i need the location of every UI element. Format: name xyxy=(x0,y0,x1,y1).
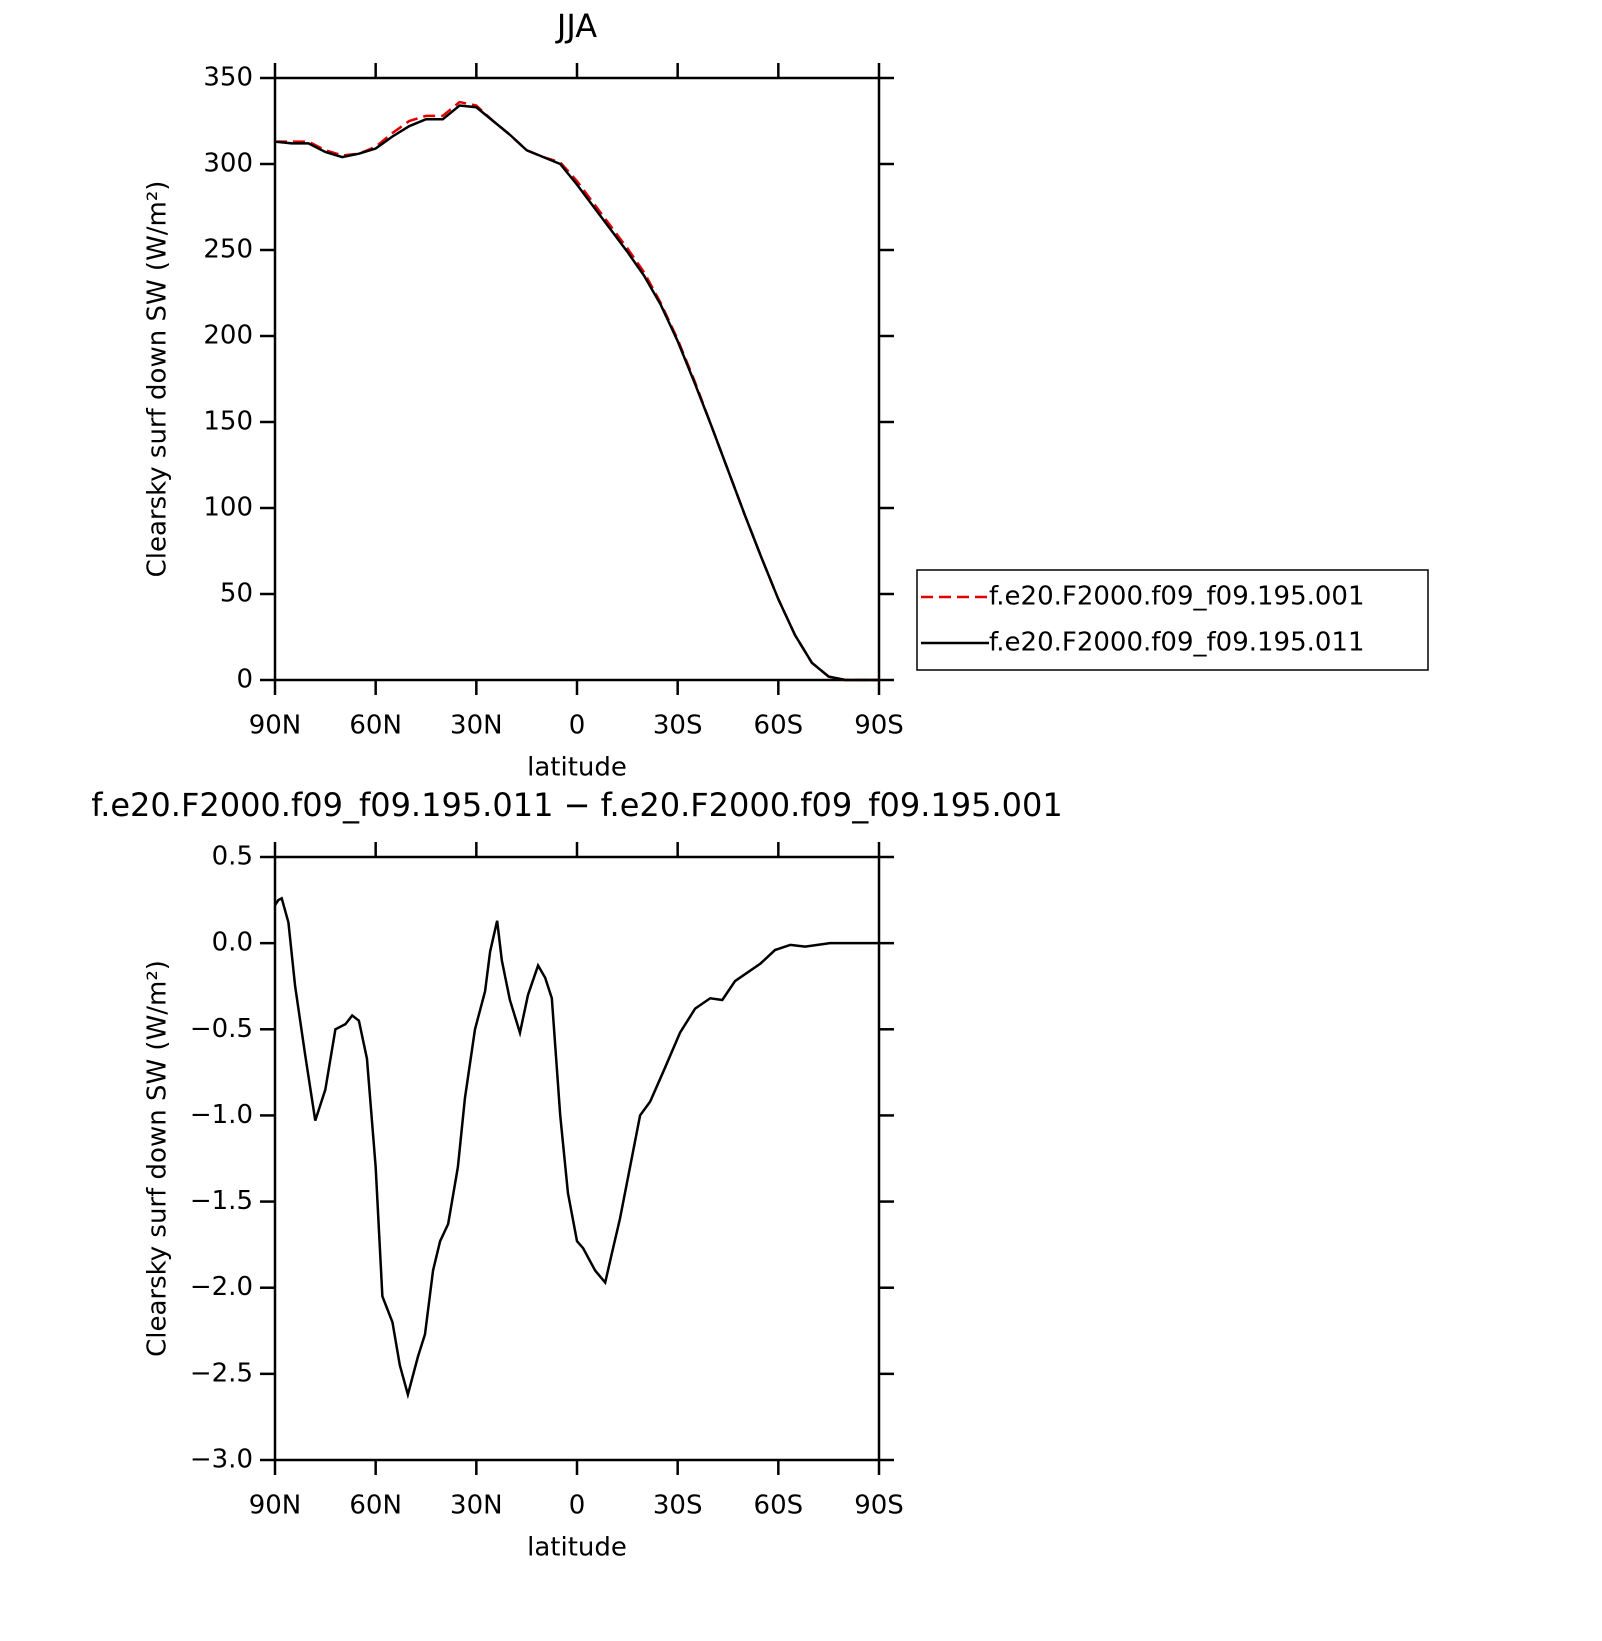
y-tick-label: 0.0 xyxy=(212,928,253,958)
legend-label: f.e20.F2000.f09_f09.195.001 xyxy=(989,582,1365,612)
y-tick-label: −2.0 xyxy=(190,1272,253,1302)
y-tick-label: 150 xyxy=(203,407,253,437)
y-tick-label: 50 xyxy=(220,579,253,609)
chart-title: f.e20.F2000.f09_f09.195.011 − f.e20.F200… xyxy=(91,786,1063,824)
x-tick-label: 0 xyxy=(569,711,586,741)
y-tick-label: −1.5 xyxy=(190,1186,253,1216)
y-tick-label: −1.0 xyxy=(190,1100,253,1130)
x-axis-label: latitude xyxy=(527,753,627,783)
data-line xyxy=(275,100,879,682)
x-tick-label: 90S xyxy=(854,711,904,741)
x-tick-label: 90N xyxy=(249,1491,302,1521)
y-tick-label: 250 xyxy=(203,235,253,265)
x-tick-label: 30N xyxy=(450,711,503,741)
x-tick-label: 30S xyxy=(653,711,703,741)
x-tick-label: 60N xyxy=(349,711,402,741)
plot-frame xyxy=(273,76,881,682)
y-tick-label: 100 xyxy=(203,493,253,523)
x-tick-label: 60S xyxy=(754,1491,804,1521)
y-axis-label: Clearsky surf down SW (W/m²) xyxy=(143,960,173,1357)
x-tick-label: 0 xyxy=(569,1491,586,1521)
y-tick-label: 0.5 xyxy=(212,842,253,872)
data-line xyxy=(273,896,879,1400)
x-tick-label: 30S xyxy=(653,1491,703,1521)
y-tick-label: 200 xyxy=(203,321,253,351)
x-tick-label: 90S xyxy=(854,1491,904,1521)
x-tick-label: 60S xyxy=(754,711,804,741)
y-tick-label: −0.5 xyxy=(190,1014,253,1044)
y-tick-label: 350 xyxy=(203,63,253,93)
data-line xyxy=(274,104,879,682)
legend-label: f.e20.F2000.f09_f09.195.011 xyxy=(989,628,1365,658)
x-tick-label: 90N xyxy=(249,711,302,741)
chart-title: JJA xyxy=(555,7,597,45)
y-tick-label: 300 xyxy=(203,149,253,179)
y-axis-label: Clearsky surf down SW (W/m²) xyxy=(143,181,173,578)
legend-box xyxy=(916,569,1429,671)
x-tick-label: 60N xyxy=(349,1491,402,1521)
x-axis-label: latitude xyxy=(527,1533,627,1563)
x-tick-label: 30N xyxy=(450,1491,503,1521)
plot-frame xyxy=(273,855,881,1462)
y-tick-label: 0 xyxy=(236,665,253,695)
y-tick-label: −2.5 xyxy=(190,1358,253,1388)
y-tick-label: −3.0 xyxy=(190,1445,253,1475)
